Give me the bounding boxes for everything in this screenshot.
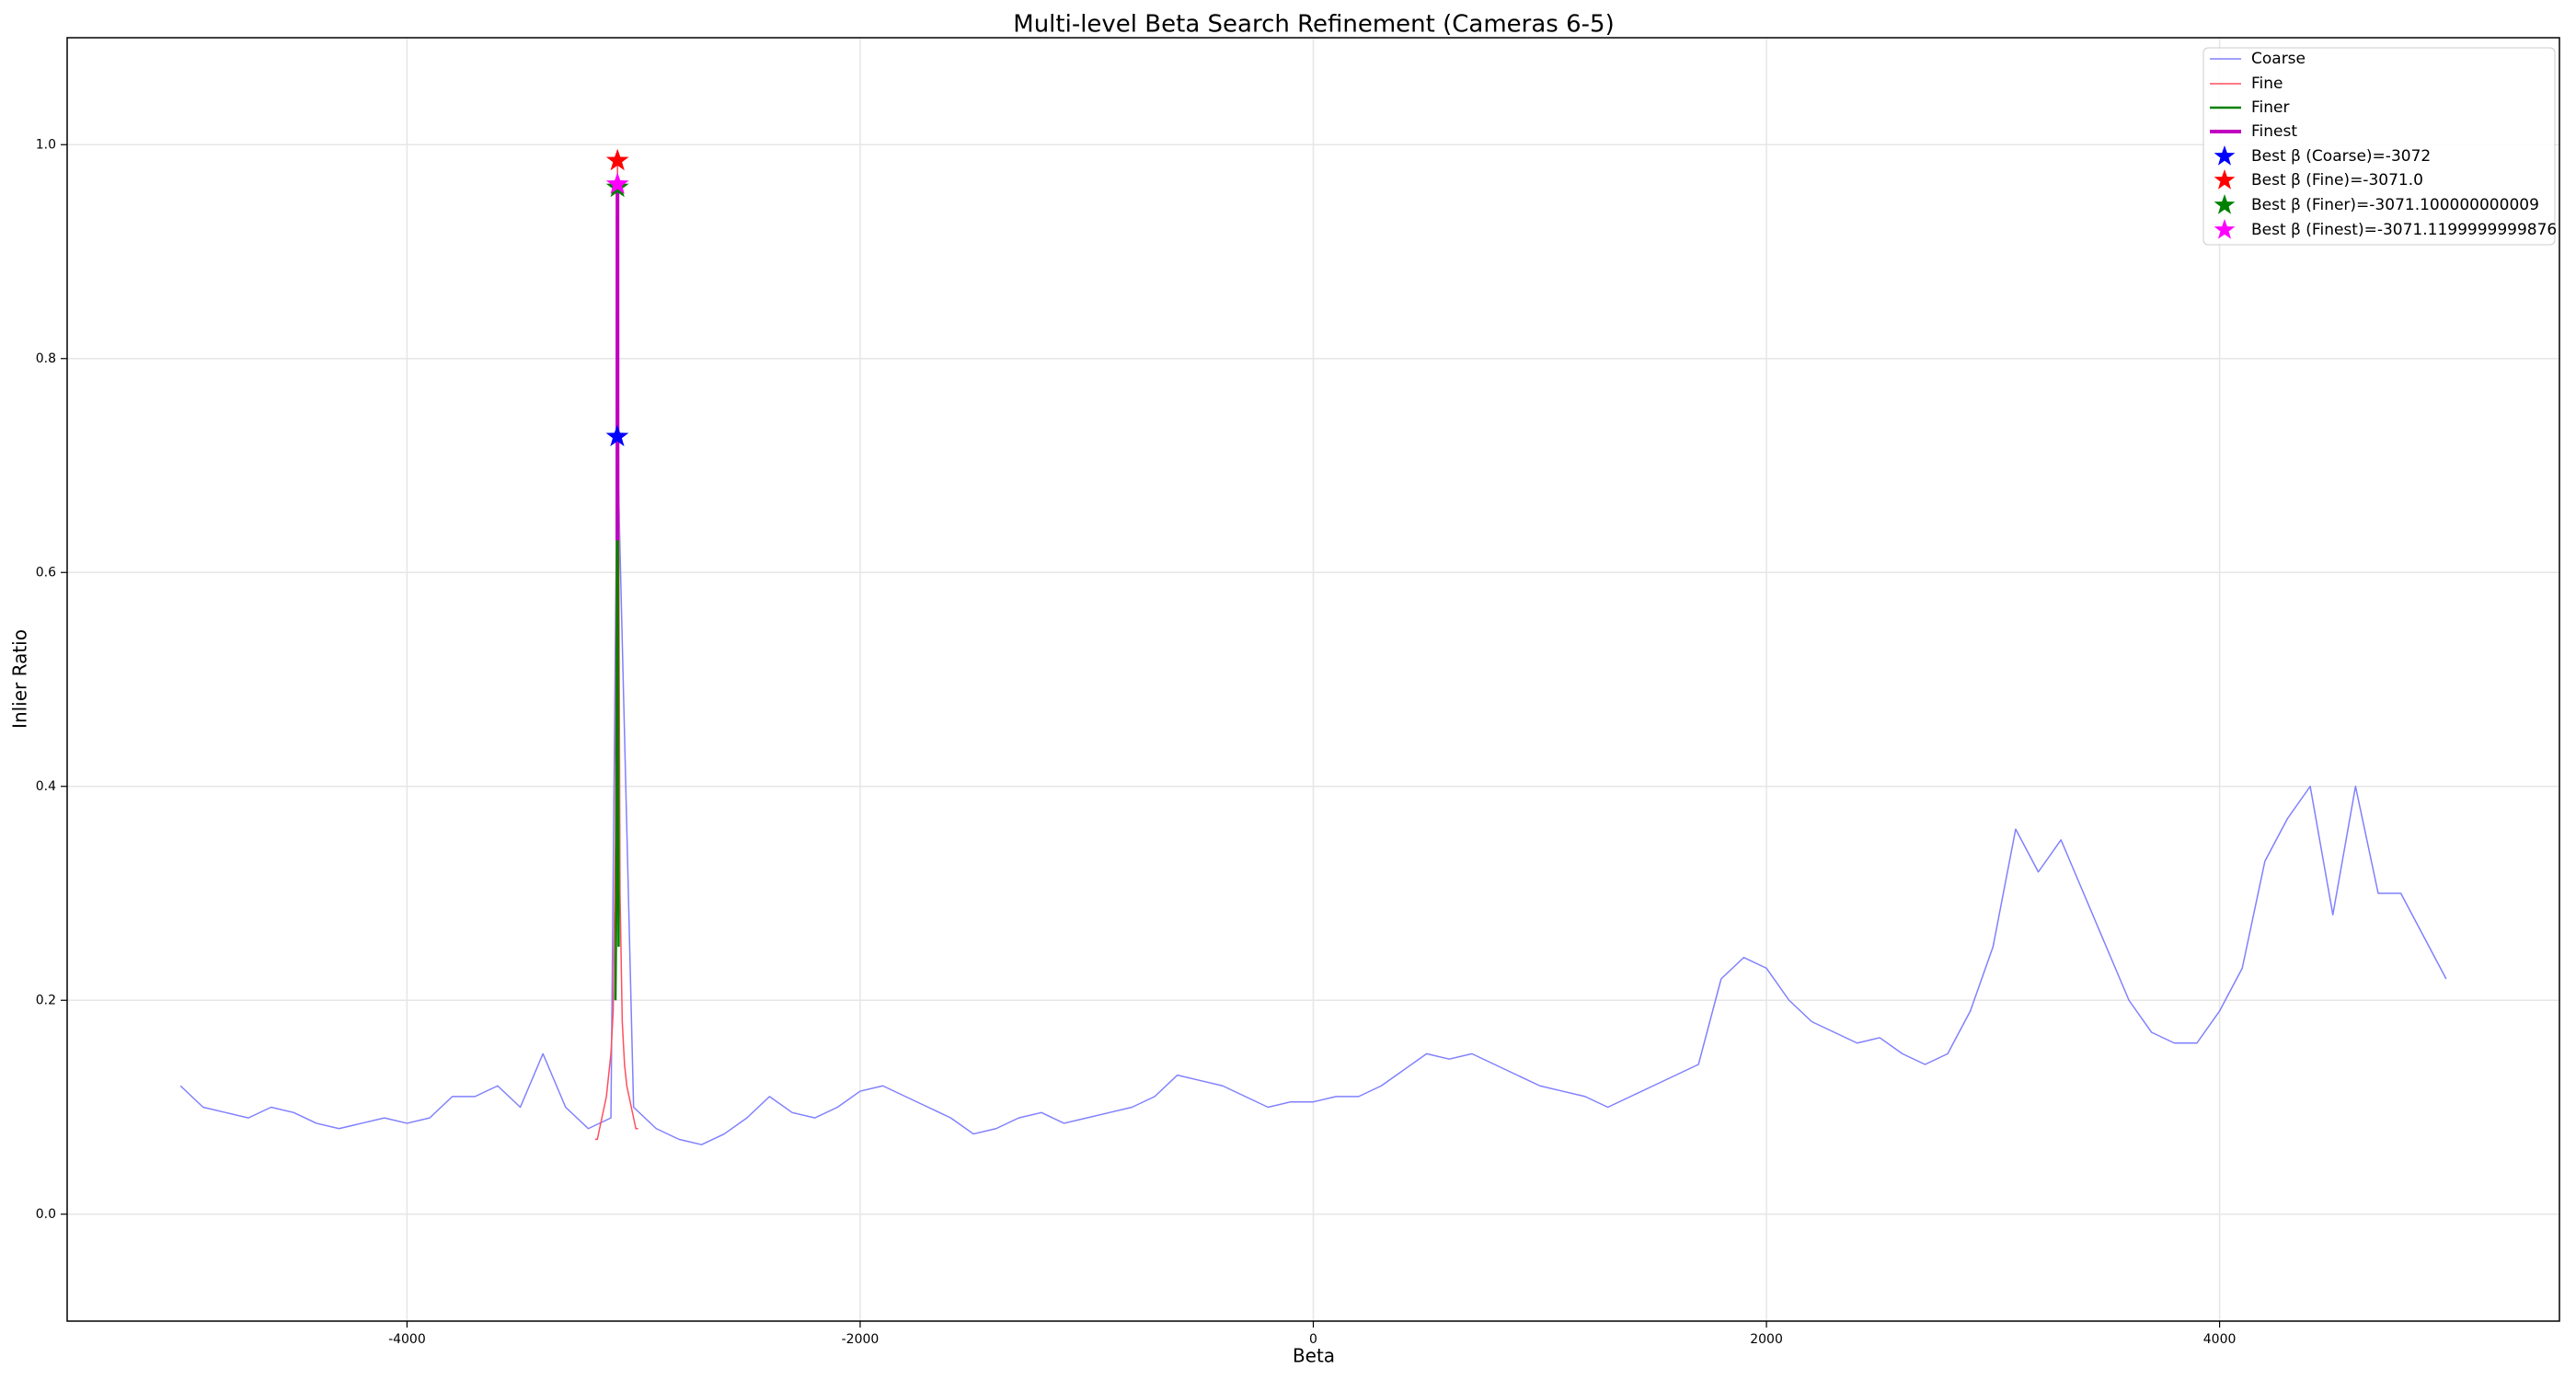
legend-swatch <box>2214 194 2236 214</box>
legend-swatch <box>2214 219 2236 239</box>
y-tick-label: 0.4 <box>36 779 56 794</box>
y-tick-label: 0.8 <box>36 351 56 366</box>
legend-swatch <box>2214 145 2236 166</box>
legend-label: Best β (Finest)=-3071.1199999999876 <box>2251 221 2557 239</box>
legend-label: Fine <box>2251 75 2283 93</box>
best-marker <box>605 172 629 194</box>
legend-label: Best β (Coarse)=-3072 <box>2251 147 2431 166</box>
x-tick-label: 0 <box>1309 1332 1317 1347</box>
legend: Coarse Fine Finer Finest Best β (Coarse)=-30… <box>2202 47 2557 246</box>
x-tick-label: -2000 <box>842 1332 880 1347</box>
legend-swatch <box>2214 169 2236 190</box>
x-tick-label: 4000 <box>2203 1332 2237 1347</box>
x-tick-label: -4000 <box>388 1332 426 1347</box>
series-line <box>179 435 2447 1145</box>
best-marker <box>605 424 629 447</box>
y-tick-label: 1.0 <box>36 137 56 152</box>
legend-label: Finest <box>2251 122 2297 141</box>
x-tick-label: 2000 <box>1750 1332 1783 1347</box>
y-axis-label: Inlier Ratio <box>9 629 31 729</box>
y-tick-label: 0.0 <box>36 1207 56 1222</box>
y-tick-label: 0.2 <box>36 993 56 1007</box>
legend-label: Coarse <box>2251 50 2306 68</box>
plot-frame <box>66 37 2560 1322</box>
legend-label: Best β (Finer)=-3071.100000000009 <box>2251 196 2539 214</box>
legend-box <box>2202 47 2556 246</box>
y-tick-label: 0.6 <box>36 565 56 580</box>
legend-label: Best β (Fine)=-3071.0 <box>2251 171 2423 190</box>
chart-title: Multi-level Beta Search Refinement (Came… <box>1013 11 1614 39</box>
best-marker <box>605 148 629 171</box>
x-axis-label: Beta <box>1293 1345 1335 1367</box>
legend-label: Finer <box>2251 98 2290 117</box>
